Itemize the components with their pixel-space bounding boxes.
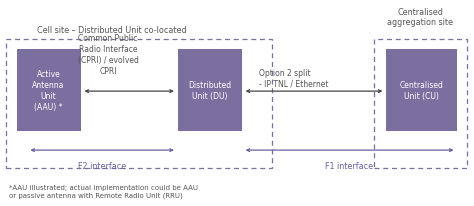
- Text: Centralised
Unit (CU): Centralised Unit (CU): [400, 81, 444, 101]
- Bar: [386, 49, 457, 132]
- Text: F1 interface: F1 interface: [325, 161, 374, 170]
- Text: Centralised
aggregation site: Centralised aggregation site: [387, 8, 454, 27]
- Bar: [6, 40, 272, 168]
- Bar: [374, 40, 467, 168]
- Text: Common Public
Radio Interface
(CPRI) / evolved
CPRI: Common Public Radio Interface (CPRI) / e…: [78, 34, 138, 76]
- Bar: [17, 49, 81, 132]
- Text: *AAU illustrated; actual implementation could be AAU
or passive antenna with Rem: *AAU illustrated; actual implementation …: [9, 184, 198, 198]
- Text: Option 2 split
- IP TNL / Ethernet: Option 2 split - IP TNL / Ethernet: [259, 68, 328, 88]
- Text: Active
Antenna
Unit
(AAU) *: Active Antenna Unit (AAU) *: [32, 70, 65, 112]
- Bar: [178, 49, 242, 132]
- Text: Distributed
Unit (DU): Distributed Unit (DU): [188, 81, 231, 101]
- Text: F2 interface: F2 interface: [78, 161, 126, 170]
- Text: Cell site – Distributed Unit co-located: Cell site – Distributed Unit co-located: [36, 25, 186, 34]
